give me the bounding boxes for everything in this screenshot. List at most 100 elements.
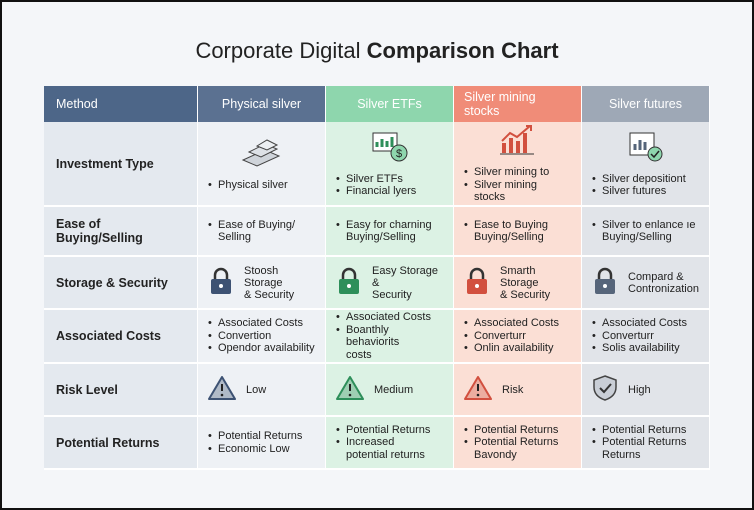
icon [464, 266, 490, 299]
text-line: Buying/Selling [602, 231, 672, 243]
header-cell: Physical silver [198, 86, 326, 122]
text-line: Converturr [602, 329, 654, 342]
title: Corporate Digital Comparison Chart [2, 38, 752, 64]
icon [592, 374, 618, 405]
table-cell: $ Silver ETFsFinancial lyers [326, 122, 454, 207]
icon-graphic [593, 375, 617, 401]
bullet-item: Associated Costs [592, 317, 687, 330]
text-line: Increased [346, 436, 395, 449]
icon-text: Compard & Contronization [592, 266, 699, 299]
icon-graphic [241, 139, 280, 167]
icon [626, 130, 666, 167]
table-cell: Ease of Buying/Selling [198, 207, 326, 257]
text-line: Bavondy [474, 448, 517, 461]
table-cell: High [582, 364, 710, 417]
bullet-item: Opendor availability [208, 342, 315, 355]
text-line: Onlin availability [474, 342, 554, 355]
comparison-table: Method Physical silver Silver ETFs Silver m… [44, 86, 710, 470]
table-cell: Silver depositiontSilver futures [582, 122, 710, 207]
bullet-item: Potential Returns [464, 424, 558, 437]
row-label: Risk Level [44, 364, 198, 417]
icon [208, 375, 236, 404]
icon [592, 266, 618, 299]
text-line: Potential Returns [602, 423, 687, 436]
text-line: Opendor availability [218, 342, 315, 355]
bullet-list: Associated CostsBoanthly behavioritscost… [336, 311, 443, 361]
bullet-list: Potential ReturnsPotential ReturnsBavond… [464, 424, 558, 462]
header-cell: Silver ETFs [326, 86, 454, 122]
icon-text: Stoosh Storage & Security [208, 265, 315, 301]
icon-text: Risk [464, 375, 523, 404]
header-cell: Silver mining stocks [454, 86, 582, 122]
text-line: High [628, 383, 651, 396]
text-line: Associated Costs [218, 317, 303, 330]
icon [336, 266, 362, 299]
svg-text:$: $ [395, 148, 401, 160]
bullet-list: Potential ReturnsIncreasedpotential retu… [336, 424, 430, 462]
text-block: Compard & Contronization [628, 271, 699, 295]
text-line: potential returns [346, 448, 425, 461]
text-line: Potential Returns [474, 436, 559, 449]
text-line: Medium [374, 383, 414, 396]
table-cell: Associated CostsConverturrOnlin availabi… [454, 310, 582, 364]
table-cell: Physical silver [198, 122, 326, 207]
title-bold: Comparison Chart [366, 38, 559, 63]
text-line: Solis availability [602, 342, 680, 355]
icon-text: Easy Storage & Security [336, 265, 443, 301]
text-line: Silver futures [602, 185, 667, 197]
text-line: Compard & [628, 270, 684, 283]
text-line: Silver ETFs [346, 172, 403, 185]
text-line: Ease to Buying [474, 218, 548, 231]
table-cell: Potential ReturnsPotential ReturnsReturn… [582, 417, 710, 470]
text-line: Silver depositiont [602, 172, 686, 185]
table-cell: Low [198, 364, 326, 417]
row-label: Ease of Buying/Selling [44, 207, 198, 257]
text-block: Stoosh Storage & Security [244, 265, 315, 301]
bullet-list: Associated CostsConverturrSolis availabi… [592, 317, 687, 355]
bullet-item: Associated Costs [336, 311, 443, 324]
table-cell: Potential ReturnsPotential ReturnsBavond… [454, 417, 582, 470]
text-block: High [628, 384, 651, 396]
icon-graphic: $ [372, 132, 407, 161]
icon [208, 266, 234, 299]
icon [239, 136, 285, 173]
icon-graphic [499, 125, 534, 155]
text-line: Boanthly behaviorits [346, 323, 400, 349]
icon: $ [370, 130, 410, 167]
text-line: Associated Costs [346, 311, 431, 323]
bullet-list: Associated CostsConverturrOnlin availabi… [464, 317, 559, 355]
bullet-list: Potential ReturnsEconomic Low [208, 430, 302, 455]
table-cell: Associated CostsBoanthly behavioritscost… [326, 310, 454, 364]
bullet-item: Potential Returns [336, 424, 430, 437]
text-block: Smarth Storage & Security [500, 265, 571, 301]
icon-text: Smarth Storage & Security [464, 265, 571, 301]
bullet-list: Associated CostsConvertionOpendor availa… [208, 317, 315, 355]
text-line: Potential Returns [346, 423, 431, 436]
bullet-item: Silver mining to [464, 166, 571, 179]
text-line: Physical silver [218, 178, 288, 191]
text-block: Medium [374, 384, 413, 396]
bullet-list: Silver mining toSilver mining stocks [464, 166, 571, 204]
icon-graphic [595, 267, 615, 294]
text-block: Easy Storage & Security [372, 265, 443, 301]
icon-graphic [339, 267, 359, 294]
text-block: Low [246, 384, 266, 396]
text-line: Potential Returns [602, 436, 687, 449]
bullet-item: Economic Low [208, 443, 302, 456]
table-cell: Easy Storage & Security [326, 257, 454, 310]
header-cell: Silver futures [582, 86, 710, 122]
bullet-list: Ease of Buying/Selling [208, 219, 295, 244]
text-block: Risk [502, 384, 523, 396]
bullet-item: Silver ETFs [336, 173, 416, 186]
table-cell: Potential ReturnsEconomic Low [198, 417, 326, 470]
text-line: Selling [218, 231, 252, 243]
text-line: Contronization [628, 282, 699, 295]
text-line: Economic Low [218, 442, 290, 455]
bullet-item: Silver mining stocks [464, 179, 571, 204]
